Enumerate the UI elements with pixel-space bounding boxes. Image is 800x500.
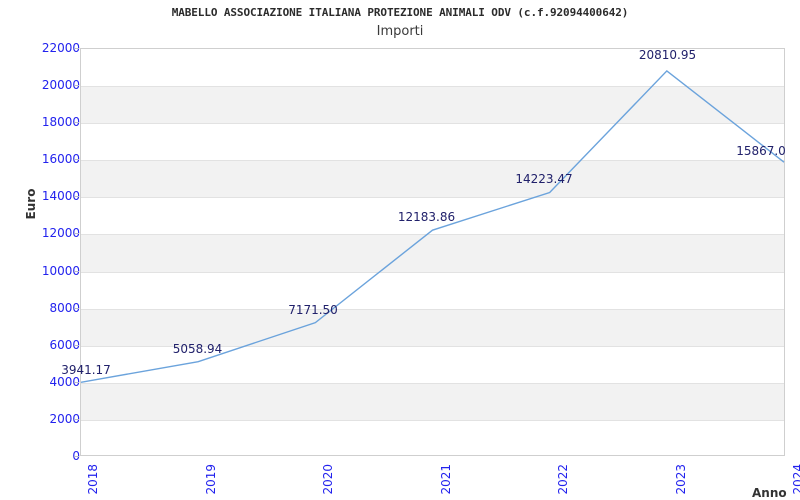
line-series-svg — [81, 49, 784, 455]
chart-subtitle: Importi — [376, 24, 424, 39]
y-tick-mark — [74, 196, 79, 198]
data-point-label: 7171.50 — [288, 303, 338, 317]
data-point-label: 5058.94 — [172, 342, 223, 357]
y-tick-label: 10000 — [41, 263, 80, 278]
gridline — [81, 160, 784, 162]
data-line — [81, 71, 784, 382]
y-tick-mark — [74, 418, 79, 420]
gridline — [81, 234, 784, 236]
data-point-label: 20810.95 — [638, 48, 697, 63]
data-point-label: 15867.0 — [736, 143, 786, 158]
y-tick-label: 16000 — [41, 152, 80, 167]
gridline — [81, 86, 784, 88]
y-tick-mark — [74, 307, 79, 309]
gridline — [81, 419, 784, 421]
plot-band — [81, 308, 784, 346]
y-tick-mark — [74, 344, 79, 346]
y-axis: 0200040006000800010000120001400016000180… — [0, 41, 80, 463]
y-tick-mark — [74, 233, 79, 235]
plot-band — [81, 234, 784, 272]
y-tick-label: 12000 — [41, 226, 80, 241]
y-tick-label: 8000 — [49, 300, 80, 315]
y-tick-mark — [74, 159, 79, 161]
y-tick-mark — [74, 48, 79, 49]
gridline — [81, 382, 784, 384]
gridline — [81, 271, 784, 273]
plot-area — [80, 48, 785, 456]
y-tick-label: 2000 — [49, 411, 80, 426]
x-axis-label: Anno — [752, 486, 787, 500]
y-tick-label: 6000 — [49, 337, 80, 352]
y-tick-mark — [74, 85, 79, 87]
y-tick-mark — [74, 381, 79, 383]
gridline — [81, 345, 784, 347]
gridline — [81, 308, 784, 310]
y-tick-label: 22000 — [41, 41, 80, 55]
x-axis: Anno 2018 2019 2020 2021 2022 2023 2024 — [0, 456, 800, 500]
plot-band — [81, 86, 784, 124]
plot-band — [81, 160, 784, 198]
gridline — [81, 197, 784, 199]
y-tick-mark — [74, 122, 79, 124]
y-tick-label: 14000 — [41, 189, 80, 204]
gridline — [81, 123, 784, 125]
y-tick-mark — [74, 270, 79, 272]
plot-band — [81, 382, 784, 420]
y-tick-label: 4000 — [49, 374, 80, 389]
chart-title: MABELLO ASSOCIAZIONE ITALIANA PROTEZIONE… — [171, 6, 629, 19]
data-point-label: 14223.47 — [515, 172, 573, 187]
data-point-label: 3941.17 — [61, 362, 111, 377]
y-tick-label: 18000 — [41, 115, 80, 130]
y-tick-label: 20000 — [41, 78, 80, 93]
y-tick-mark — [74, 456, 79, 457]
data-point-label: 12183.86 — [397, 210, 456, 225]
